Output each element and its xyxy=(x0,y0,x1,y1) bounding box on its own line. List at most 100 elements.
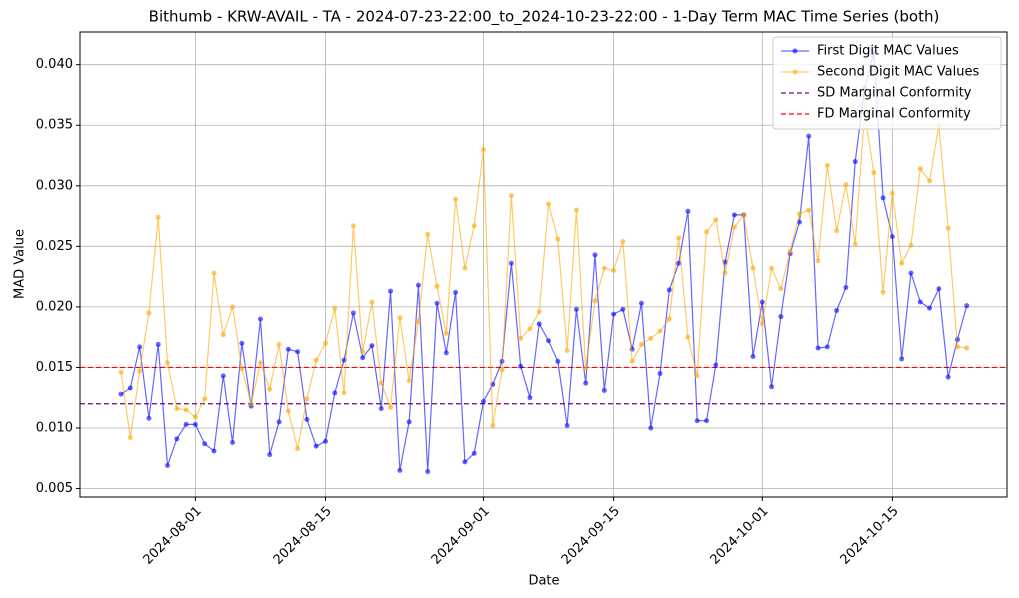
data-point xyxy=(332,390,338,396)
data-point xyxy=(927,178,933,184)
data-point xyxy=(155,214,161,220)
data-point xyxy=(685,334,691,340)
data-point xyxy=(230,304,236,310)
data-point xyxy=(769,265,775,271)
y-tick-label: 0.030 xyxy=(36,178,73,193)
data-point xyxy=(137,368,143,374)
data-point xyxy=(137,344,143,350)
data-point xyxy=(434,300,440,306)
data-point xyxy=(453,196,459,202)
data-point xyxy=(824,162,830,168)
data-point xyxy=(360,355,366,361)
data-point xyxy=(927,305,933,311)
data-point xyxy=(527,326,533,332)
data-point xyxy=(629,358,635,364)
data-point xyxy=(350,310,356,316)
data-point xyxy=(731,212,737,218)
data-point xyxy=(852,159,858,165)
data-point xyxy=(285,346,291,352)
data-point xyxy=(620,306,626,312)
y-tick-label: 0.025 xyxy=(36,239,73,254)
data-point xyxy=(248,401,254,407)
x-tick-label: 2024-09-01 xyxy=(429,504,493,568)
data-point xyxy=(276,419,282,425)
data-point xyxy=(611,268,617,274)
data-point xyxy=(713,362,719,368)
data-point xyxy=(657,370,663,376)
data-point xyxy=(211,270,217,276)
data-point xyxy=(369,299,375,305)
data-point xyxy=(183,407,189,413)
data-point xyxy=(360,349,366,355)
data-point xyxy=(174,406,180,412)
data-point xyxy=(341,390,347,396)
x-tick-label: 2024-10-01 xyxy=(708,504,772,568)
data-point xyxy=(332,305,338,311)
data-point xyxy=(322,438,328,444)
data-point xyxy=(146,415,152,421)
data-point xyxy=(313,443,319,449)
data-point xyxy=(592,298,598,304)
data-point xyxy=(304,417,310,422)
x-tick-label: 2024-10-15 xyxy=(838,504,902,568)
data-point xyxy=(471,223,477,229)
data-point xyxy=(322,340,328,346)
data-point xyxy=(666,287,672,293)
data-point xyxy=(787,248,793,254)
legend-label: Second Digit MAC Values xyxy=(817,65,979,80)
data-point xyxy=(769,384,775,390)
data-point xyxy=(397,315,403,321)
data-point xyxy=(397,467,403,473)
data-point xyxy=(899,356,905,362)
data-point xyxy=(638,300,644,306)
y-tick-label: 0.005 xyxy=(36,481,73,496)
y-tick-label: 0.020 xyxy=(36,299,73,314)
data-point xyxy=(183,421,189,427)
data-point xyxy=(546,201,552,207)
data-point xyxy=(815,345,821,351)
data-point xyxy=(629,346,635,352)
data-point xyxy=(908,270,914,276)
data-point xyxy=(648,425,654,431)
data-point xyxy=(843,285,849,291)
data-point xyxy=(295,349,301,355)
data-point xyxy=(583,380,589,386)
data-point xyxy=(406,378,412,384)
data-point xyxy=(741,212,747,218)
legend-marker xyxy=(792,69,798,75)
data-point xyxy=(313,357,319,363)
data-point xyxy=(601,387,607,393)
data-point xyxy=(722,270,728,276)
data-point xyxy=(425,231,431,237)
data-point xyxy=(954,344,960,350)
data-point xyxy=(899,260,905,266)
data-point xyxy=(518,363,524,369)
data-point xyxy=(192,414,198,420)
data-point xyxy=(508,192,514,198)
y-tick-label: 0.010 xyxy=(36,420,73,435)
data-point xyxy=(964,345,970,351)
legend-box xyxy=(772,36,1002,130)
data-point xyxy=(546,338,552,344)
x-tick-label: 2024-09-15 xyxy=(559,504,623,568)
data-point xyxy=(834,308,840,314)
data-point xyxy=(146,310,152,316)
x-tick-label: 2024-08-01 xyxy=(141,504,205,568)
data-point xyxy=(573,306,579,312)
data-point xyxy=(480,146,486,152)
data-point xyxy=(713,217,719,223)
data-point xyxy=(378,406,384,412)
plot-frame xyxy=(79,31,1008,498)
data-point xyxy=(378,380,384,386)
data-point xyxy=(220,373,226,379)
y-axis-label: MAD Value xyxy=(13,229,28,299)
data-point xyxy=(555,358,561,364)
data-point xyxy=(425,469,431,475)
data-point xyxy=(267,386,273,392)
data-point xyxy=(564,347,570,353)
data-point xyxy=(480,398,486,404)
y-tick-label: 0.035 xyxy=(36,118,73,133)
data-point xyxy=(155,341,161,347)
data-point xyxy=(880,195,886,201)
